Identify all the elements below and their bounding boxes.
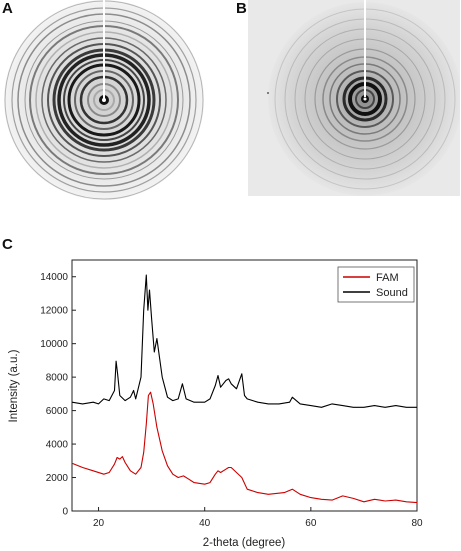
y-axis-label: Intensity (a.u.) (8, 349, 20, 422)
x-tick-label: 60 (305, 518, 317, 529)
x-axis-label: 2-theta (degree) (203, 537, 286, 549)
plot-frame (71, 259, 418, 512)
legend-label-sound: Sound (376, 287, 408, 299)
y-tick-label: 2000 (46, 473, 69, 484)
series-line-sound (71, 274, 417, 408)
series-line-fam (71, 391, 418, 504)
diffraction-pattern-a (4, 0, 204, 200)
legend: FAM Sound (337, 266, 415, 303)
panel-label-b: B (236, 0, 247, 17)
y-tick-label: 14000 (40, 272, 68, 283)
panel-label-a: A (2, 0, 13, 17)
y-tick-label: 10000 (40, 339, 68, 350)
y-tick-label: 4000 (46, 440, 69, 451)
x-tick-label: 40 (199, 518, 211, 529)
y-tick-label: 6000 (46, 406, 69, 417)
diffraction-pattern-b (248, 0, 460, 196)
xrd-line-chart: 20 40 60 80 0 2000 4000 6000 8000 10000 12000 14000… (8, 259, 423, 549)
x-tick-label: 20 (93, 518, 105, 529)
panel-label-c: C (2, 236, 13, 253)
legend-box (337, 266, 415, 303)
x-tick-label: 80 (411, 518, 423, 529)
y-tick-label: 8000 (46, 373, 69, 384)
legend-label-fam: FAM (376, 272, 399, 284)
y-tick-label: 0 (62, 507, 68, 518)
y-tick-label: 12000 (40, 306, 68, 317)
